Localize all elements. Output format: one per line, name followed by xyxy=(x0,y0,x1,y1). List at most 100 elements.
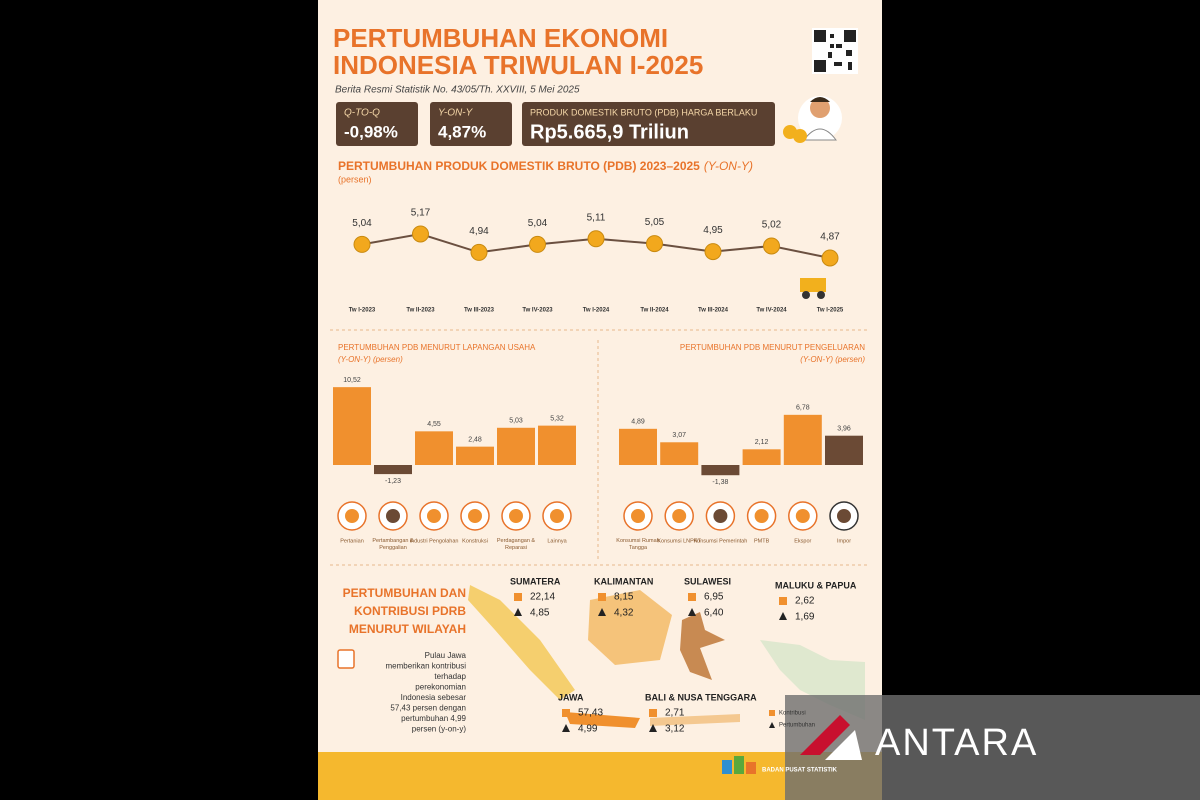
category-icon xyxy=(468,509,482,523)
line-chart-title-note: (Y-ON-Y) xyxy=(704,159,753,173)
growth-marker xyxy=(514,608,522,616)
coin-marker xyxy=(353,235,371,253)
category-icon xyxy=(713,509,728,523)
category-icon xyxy=(427,509,441,523)
category-label: Konsumsi Pemerintah xyxy=(693,538,747,544)
bar xyxy=(456,446,494,465)
kpi-value: -0,98% xyxy=(344,122,398,141)
forklift-wheel xyxy=(817,291,825,299)
region-growth: 4,99 xyxy=(578,724,598,735)
bar-chart-subtitle: (Y-ON-Y) (persen) xyxy=(800,355,865,364)
contribution-marker xyxy=(779,597,787,605)
category-icon xyxy=(631,509,645,523)
subtitle: Berita Resmi Statistik No. 43/05/Th. XXV… xyxy=(335,85,580,96)
kpi-value: 4,87% xyxy=(438,122,486,141)
value-label: 5,03 xyxy=(509,418,523,425)
legend-swatch xyxy=(769,710,775,716)
bar-chart-subtitle: (Y-ON-Y) (persen) xyxy=(338,355,403,364)
region-note: Indonesia sebesar xyxy=(401,693,467,702)
category-icon xyxy=(550,509,564,523)
x-tick-label: Tw III-2024 xyxy=(698,308,729,314)
value-label: -1,23 xyxy=(385,478,401,485)
category-label: Impor xyxy=(837,538,851,544)
kpi-box xyxy=(522,102,775,146)
region-name: JAWA xyxy=(558,692,584,702)
value-label: 3,96 xyxy=(837,426,851,433)
region-note: terhadap xyxy=(434,672,466,681)
region-growth: 3,12 xyxy=(665,724,685,735)
region-note: pertumbuhan 4,99 xyxy=(401,714,466,723)
coin-marker xyxy=(704,243,722,261)
coin-marker xyxy=(763,237,780,255)
region-name: BALI & NUSA TENGGARA xyxy=(645,692,757,702)
growth-marker xyxy=(779,612,787,620)
value-label: 2,12 xyxy=(755,439,769,446)
bar xyxy=(701,465,740,476)
bar-chart-title: PERTUMBUHAN PDB MENURUT LAPANGAN USAHA xyxy=(338,343,536,352)
region-title: PERTUMBUHAN DAN xyxy=(343,586,466,600)
region-growth: 4,32 xyxy=(614,608,634,619)
category-label: PMTB xyxy=(754,538,770,544)
bar-chart-title: PERTUMBUHAN PDB MENURUT PENGELUARAN xyxy=(680,343,865,352)
watermark-logo xyxy=(825,730,862,760)
title: INDONESIA TRIWULAN I-2025 xyxy=(333,50,703,80)
coin-marker xyxy=(529,235,546,253)
line-chart-title: PERTUMBUHAN PRODUK DOMESTIK BRUTO (PDB) … xyxy=(338,159,700,173)
x-tick-label: Tw II-2023 xyxy=(406,308,435,314)
category-icon xyxy=(672,509,687,523)
category-label: Ekspor xyxy=(794,538,811,544)
value-label: 5,04 xyxy=(352,218,372,229)
legend-swatch xyxy=(769,722,775,728)
growth-marker xyxy=(562,724,570,732)
bar xyxy=(783,414,822,465)
bar xyxy=(374,465,412,475)
coin-marker xyxy=(587,230,605,248)
mascot xyxy=(783,96,842,143)
growth-marker xyxy=(598,608,606,616)
category-label: Konsumsi Rumah Tangga xyxy=(616,538,659,551)
line-chart-unit: (persen) xyxy=(338,174,372,184)
value-label: 4,95 xyxy=(703,225,723,236)
value-label: 4,55 xyxy=(427,421,441,428)
coin-marker xyxy=(412,225,429,243)
kpi-value: Rp5.665,9 Triliun xyxy=(530,121,689,143)
category-icon xyxy=(795,509,810,523)
value-label: 5,02 xyxy=(762,220,782,231)
watermark-logo xyxy=(800,715,850,755)
region-name: MALUKU & PAPUA xyxy=(775,580,857,590)
region-contribution: 2,62 xyxy=(795,596,815,607)
bar xyxy=(333,387,371,465)
kpi-box xyxy=(430,102,512,146)
contribution-marker xyxy=(649,709,657,717)
category-label: Pertanian xyxy=(340,538,364,544)
region-name: KALIMANTAN xyxy=(594,576,653,586)
bar xyxy=(538,425,576,465)
contribution-marker xyxy=(598,593,606,601)
value-label: 6,78 xyxy=(796,405,810,412)
bps-logo xyxy=(722,756,756,774)
region-contribution: 8,15 xyxy=(614,592,634,603)
title: PERTUMBUHAN EKONOMI xyxy=(333,23,668,53)
value-label: 4,94 xyxy=(469,226,489,237)
region-note: 57,43 persen dengan xyxy=(390,704,466,713)
region-contribution: 2,71 xyxy=(665,708,685,719)
region-note: perekonomian xyxy=(415,683,466,692)
value-label: 5,32 xyxy=(550,415,564,422)
forklift-wheel xyxy=(802,291,810,299)
contribution-marker xyxy=(688,593,696,601)
category-label: Konstruksi xyxy=(462,538,488,544)
region-contribution: 22,14 xyxy=(530,592,555,603)
region-note: Pulau Jawa xyxy=(425,651,467,660)
legend-label: Pertumbuhan xyxy=(779,723,815,729)
region-contribution: 57,43 xyxy=(578,708,603,719)
bar xyxy=(619,428,657,465)
value-label: -1,38 xyxy=(712,479,728,486)
category-label: Konsumsi LNPRT xyxy=(657,538,701,544)
x-tick-label: Tw IV-2023 xyxy=(522,308,553,314)
watermark: ANTARA xyxy=(875,722,1038,764)
category-label: Industri Pengolahan xyxy=(410,538,459,544)
value-label: 4,89 xyxy=(631,419,645,426)
value-label: 10,52 xyxy=(343,377,361,384)
footer-agency: BADAN PUSAT STATISTIK xyxy=(762,768,838,774)
